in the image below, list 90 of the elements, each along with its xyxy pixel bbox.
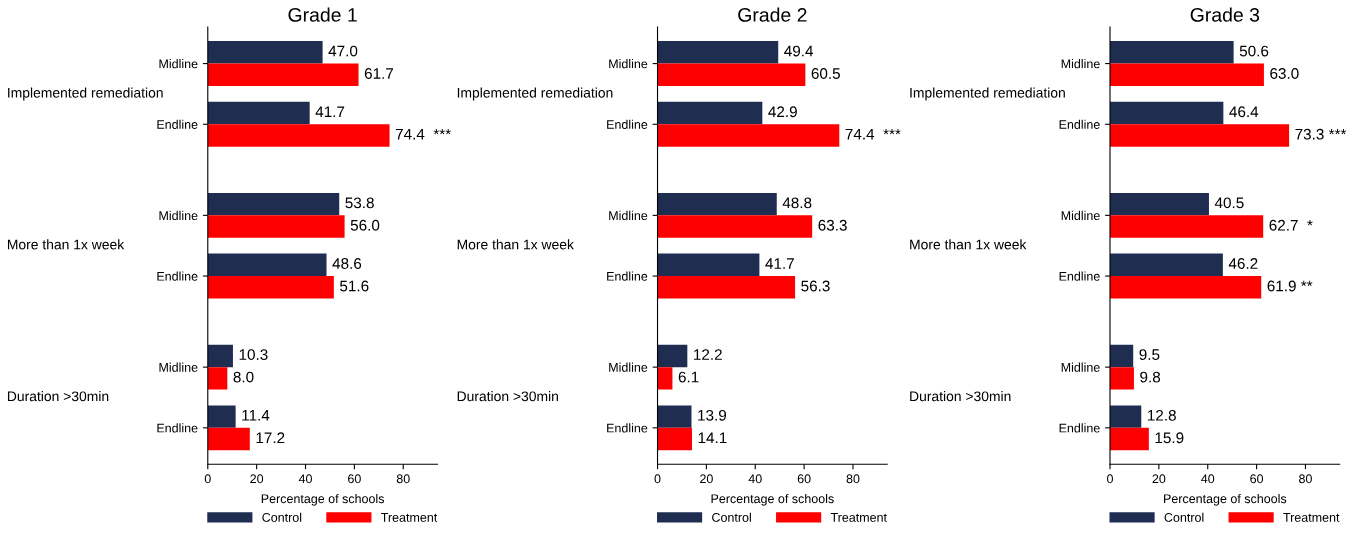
data-label: 74.4 *** (845, 128, 901, 140)
x-tick-label: 20 (1152, 474, 1166, 484)
x-tick-label: 60 (797, 474, 811, 484)
text: Implemented remediation (910, 87, 1065, 101)
x-tick-label: 0 (654, 474, 661, 484)
data-label: 40.5 (1214, 197, 1244, 209)
y-tick-label: Midline (609, 59, 648, 69)
text: More than 1x week (7, 239, 125, 250)
data-label: 60.5 (811, 68, 840, 79)
data-label: 63.0 (1270, 68, 1299, 79)
y-tick-label: Midline (1061, 362, 1100, 372)
x-tick-label: 20 (250, 474, 264, 484)
text: More than 1x week (457, 239, 574, 250)
data-label: 9.8 (1140, 371, 1161, 383)
y-tick-label: Midline (1061, 210, 1100, 220)
legend-label: Treatment (381, 513, 438, 522)
data-label: 8.0 (233, 371, 254, 383)
y-tick-label: Endline (1059, 119, 1100, 129)
data-label: 74.4 *** (395, 128, 451, 140)
x-tick-label: 40 (748, 474, 762, 484)
data-label: 73.3 *** (1295, 128, 1347, 140)
data-label: 10.3 (239, 349, 268, 360)
x-tick-label: 80 (846, 474, 860, 484)
data-label: 61.9 ** (1267, 280, 1313, 292)
data-label: 48.6 (332, 258, 362, 269)
legend-label: Control (712, 512, 751, 522)
y-tick-label: Endline (1059, 423, 1100, 433)
x-tick-label: 20 (700, 474, 713, 484)
y-tick-label: Midline (159, 210, 198, 220)
data-label: 41.7 (765, 258, 794, 269)
data-label: 46.2 (1228, 258, 1258, 269)
x-tick-label: 40 (1201, 474, 1215, 484)
data-label: 46.4 (1229, 106, 1259, 118)
y-tick-label: Endline (157, 423, 198, 433)
data-label: 49.4 (784, 45, 814, 57)
data-label: 9.5 (1139, 349, 1160, 360)
data-label: 11.4 (242, 410, 270, 421)
data-label: 62.7 * (1269, 219, 1313, 231)
data-label: 12.2 (694, 349, 722, 360)
y-tick-label: Endline (157, 119, 198, 129)
text: Duration >30min (910, 391, 1011, 402)
data-label: 47.0 (328, 45, 358, 57)
x-tick-label: 0 (1107, 474, 1113, 484)
data-label: 50.6 (1239, 45, 1269, 57)
data-label: 14.1 (698, 432, 727, 444)
legend-label: Treatment (830, 513, 887, 522)
legend-label: Control (1164, 512, 1204, 522)
data-label: 12.8 (1148, 409, 1176, 421)
y-tick-label: Endline (157, 271, 198, 281)
data-label: 48.8 (782, 197, 812, 209)
data-label: 13.9 (698, 409, 727, 421)
y-tick-label: Midline (159, 59, 198, 69)
y-tick-label: Midline (609, 362, 648, 372)
text: Duration >30min (7, 391, 109, 402)
text: Implemented remediation (457, 87, 613, 101)
chart-title: Grade 2 (738, 7, 807, 22)
y-tick-label: Midline (1061, 59, 1100, 69)
data-label: 51.6 (340, 280, 369, 292)
data-label: 56.0 (350, 219, 380, 231)
y-tick-label: Endline (1059, 271, 1100, 281)
x-axis-title: Percentage of schools (261, 493, 385, 506)
text: Duration >30min (457, 391, 558, 402)
data-label: 6.1 (678, 371, 699, 383)
data-label: 53.8 (345, 197, 374, 209)
x-tick-label: 80 (396, 474, 410, 484)
legend-label: Control (262, 512, 302, 522)
text: More than 1x week (910, 239, 1027, 250)
x-tick-label: 80 (1299, 474, 1312, 484)
data-label: 42.9 (768, 106, 797, 118)
data-label: 61.7 (364, 68, 394, 79)
x-tick-label: 60 (348, 474, 361, 484)
y-tick-label: Endline (607, 271, 648, 281)
data-label: 56.3 (801, 280, 830, 292)
data-label: 17.2 (256, 432, 285, 444)
x-tick-label: 60 (1250, 474, 1264, 484)
text: Implemented remediation (8, 87, 163, 101)
chart-title: Grade 3 (1190, 7, 1260, 22)
data-label: 63.3 (818, 219, 847, 231)
x-axis-title: Percentage of schools (1164, 493, 1287, 506)
chart-title: Grade 1 (288, 7, 357, 22)
y-tick-label: Midline (159, 362, 198, 372)
data-label: 15.9 (1155, 432, 1184, 444)
y-tick-label: Endline (607, 423, 648, 433)
x-tick-label: 0 (204, 474, 211, 484)
x-tick-label: 40 (298, 474, 312, 484)
legend-label: Treatment (1283, 513, 1340, 522)
y-tick-label: Midline (609, 210, 648, 220)
x-axis-title: Percentage of schools (711, 493, 834, 506)
data-label: 41.7 (315, 106, 345, 118)
y-tick-label: Endline (607, 119, 648, 129)
